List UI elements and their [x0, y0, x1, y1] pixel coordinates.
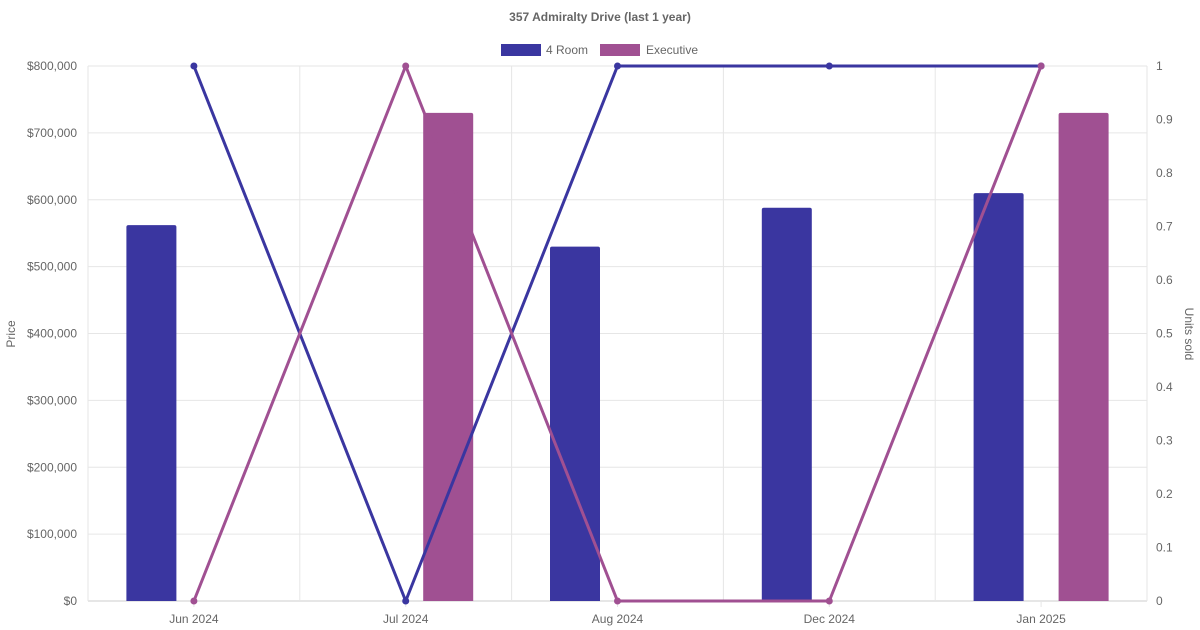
bars: [126, 112, 1109, 601]
chart-title: 357 Admiralty Drive (last 1 year): [509, 10, 691, 24]
legend-label-4-room: 4 Room: [546, 43, 588, 57]
point-4-room: [190, 62, 198, 70]
y-left-tick-label: $300,000: [27, 393, 77, 407]
legend: 4 Room Executive: [501, 43, 698, 57]
y-right-tick-label: 0.9: [1156, 113, 1173, 127]
y-right-axis-title: Units sold: [1182, 308, 1196, 361]
y-right-tick-label: 0.7: [1156, 220, 1173, 234]
legend-swatch-executive: [600, 44, 640, 56]
y-right-tick-label: 0.4: [1156, 380, 1173, 394]
legend-item-executive[interactable]: Executive: [600, 43, 698, 57]
y-right-tick-label: 0.8: [1156, 166, 1173, 180]
point-4-room: [614, 62, 621, 70]
x-tick-label: Dec 2024: [804, 612, 856, 626]
legend-label-executive: Executive: [646, 43, 698, 57]
point-4-room: [825, 62, 833, 70]
point-executive: [825, 597, 833, 605]
y-right-tick-label: 0.6: [1156, 273, 1173, 287]
y-left-tick-label: $400,000: [27, 327, 77, 341]
y-left-tick-label: $800,000: [27, 59, 77, 73]
y-left-axis-title: Price: [4, 320, 18, 348]
y-right-tick-label: 1: [1156, 59, 1163, 73]
point-executive: [1037, 62, 1045, 70]
point-executive: [190, 597, 198, 605]
y-right-tick-label: 0.2: [1156, 487, 1173, 501]
bar-4-room: [761, 207, 812, 601]
bar-executive: [1058, 112, 1109, 601]
y-left-tick-label: $500,000: [27, 260, 77, 274]
y-right-tick-label: 0.1: [1156, 541, 1173, 555]
y-left-tick-label: $0: [64, 594, 78, 608]
legend-item-4-room[interactable]: 4 Room: [501, 43, 588, 57]
lines: [190, 62, 1045, 605]
y-right-tick-label: 0: [1156, 594, 1163, 608]
bar-4-room: [973, 193, 1024, 601]
point-executive: [614, 597, 621, 605]
y-right-tick-label: 0.5: [1156, 327, 1173, 341]
bar-4-room: [550, 246, 600, 601]
point-4-room: [402, 597, 410, 605]
y-right-tick-label: 0.3: [1156, 434, 1173, 448]
x-tick-label: Jan 2025: [1016, 612, 1066, 626]
x-tick-label: Aug 2024: [592, 612, 644, 626]
y-left-tick-label: $700,000: [27, 126, 77, 140]
x-tick-label: Jul 2024: [383, 612, 429, 626]
x-tick-label: Jun 2024: [169, 612, 219, 626]
y-left-tick-label: $100,000: [27, 527, 77, 541]
y-left-tick-label: $600,000: [27, 193, 77, 207]
bar-4-room: [126, 225, 177, 601]
bar-executive: [423, 112, 474, 601]
axes: $0 $100,000 $200,000 $300,000 $400,000 $500,0…: [27, 59, 1173, 626]
y-left-tick-label: $200,000: [27, 460, 77, 474]
legend-swatch-4-room: [501, 44, 541, 56]
point-executive: [402, 62, 410, 70]
